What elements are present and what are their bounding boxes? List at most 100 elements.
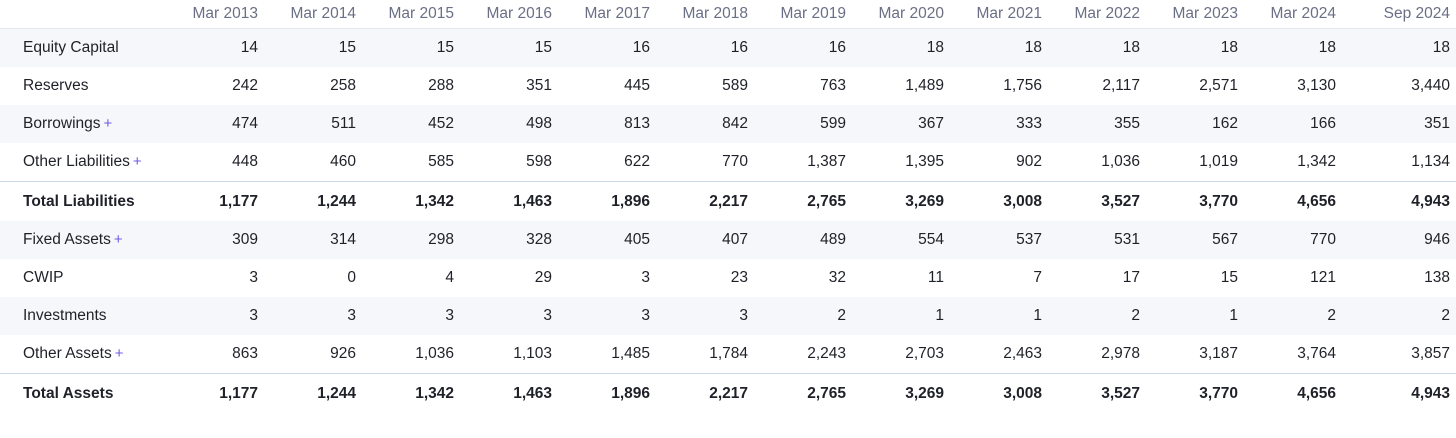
table-row: CWIP 3 0 4 29 3 23 32 11 7 17 15 121 138 <box>0 259 1456 297</box>
value-cell: 242 <box>232 77 258 94</box>
value-cell: 2,765 <box>764 373 862 413</box>
table-total-row: Total Assets 1,177 1,244 1,342 1,463 1,896 2,2… <box>0 373 1456 413</box>
value-cell: 3 <box>470 297 568 335</box>
value-cell: 3 <box>249 269 258 286</box>
value-cell: 23 <box>730 269 748 286</box>
value-cell: 1,784 <box>709 345 748 362</box>
value-cell: 16 <box>764 28 862 67</box>
value-cell: 18 <box>862 28 960 67</box>
value-cell: 1,463 <box>470 181 568 221</box>
value-cell: 1,342 <box>1297 153 1336 170</box>
period-header: Mar 2017 <box>568 0 666 29</box>
value-cell: 1,896 <box>568 373 666 413</box>
value-cell: 1,387 <box>807 153 846 170</box>
row-label-cell: Total Assets <box>0 373 176 413</box>
period-header: Mar 2016 <box>470 0 568 29</box>
value-cell: 138 <box>1424 269 1450 286</box>
row-label: Investments <box>23 307 107 324</box>
period-header: Sep 2024 <box>1352 0 1456 29</box>
value-cell: 474 <box>176 105 274 143</box>
value-cell: 258 <box>330 77 356 94</box>
table-total-row: Total Liabilities 1,177 1,244 1,342 1,463 1,8… <box>0 181 1456 221</box>
value-cell: 17 <box>1122 269 1140 286</box>
value-cell: 328 <box>470 221 568 259</box>
table-row: Other Assets +863 926 1,036 1,103 1,485 1,784 2… <box>0 335 1456 374</box>
value-cell: 367 <box>862 105 960 143</box>
row-label-cell[interactable]: Other Assets + <box>0 335 176 374</box>
value-cell: 3,770 <box>1156 373 1254 413</box>
value-cell: 585 <box>428 153 454 170</box>
value-cell: 2,463 <box>1003 345 1042 362</box>
value-cell: 29 <box>534 269 552 286</box>
value-cell: 2,117 <box>1102 77 1140 94</box>
value-cell: 863 <box>232 345 258 362</box>
value-cell: 0 <box>347 269 356 286</box>
table-body: Equity Capital 14 15 15 15 16 16 16 18 18 18 18 18 18… <box>0 28 1456 413</box>
value-cell: 452 <box>372 105 470 143</box>
value-cell: 15 <box>274 28 372 67</box>
value-cell: 3 <box>176 297 274 335</box>
value-cell: 554 <box>862 221 960 259</box>
value-cell: 770 <box>1254 221 1352 259</box>
value-cell: 1,342 <box>372 373 470 413</box>
value-cell: 1,756 <box>1003 77 1042 94</box>
row-label[interactable]: Other Assets <box>23 345 112 362</box>
value-cell: 407 <box>666 221 764 259</box>
value-cell: 926 <box>330 345 356 362</box>
value-cell: 3,187 <box>1199 345 1238 362</box>
row-label-cell: CWIP <box>0 259 176 297</box>
value-cell: 16 <box>568 28 666 67</box>
row-label-cell[interactable]: Other Liabilities + <box>0 143 176 182</box>
expand-plus-icon[interactable]: + <box>113 231 123 248</box>
value-cell: 2 <box>1352 297 1456 335</box>
value-cell: 4,943 <box>1352 373 1456 413</box>
value-cell: 445 <box>624 77 650 94</box>
value-cell: 842 <box>666 105 764 143</box>
row-label[interactable]: Borrowings <box>23 115 101 132</box>
balance-sheet-table: Mar 2013 Mar 2014 Mar 2015 Mar 2016 Mar 2017… <box>0 0 1456 413</box>
value-cell: 15 <box>1220 269 1238 286</box>
value-cell: 946 <box>1352 221 1456 259</box>
value-cell: 2 <box>1058 297 1156 335</box>
value-cell: 3,269 <box>862 181 960 221</box>
period-header: Mar 2022 <box>1058 0 1156 29</box>
row-label-cell[interactable]: Borrowings + <box>0 105 176 143</box>
value-cell: 18 <box>960 28 1058 67</box>
table-row: Reserves 242 258 288 351 445 589 763 1,489 1,756 2… <box>0 67 1456 105</box>
value-cell: 1,019 <box>1199 153 1238 170</box>
value-cell: 314 <box>274 221 372 259</box>
value-cell: 2,765 <box>764 181 862 221</box>
value-cell: 589 <box>722 77 748 94</box>
value-cell: 1,036 <box>1101 153 1140 170</box>
value-cell: 3 <box>666 297 764 335</box>
value-cell: 18 <box>1156 28 1254 67</box>
table-header-row: Mar 2013 Mar 2014 Mar 2015 Mar 2016 Mar 2017… <box>0 0 1456 29</box>
row-label: CWIP <box>23 269 64 286</box>
value-cell: 448 <box>232 153 258 170</box>
value-cell: 1 <box>960 297 1058 335</box>
table-row: Borrowings +474 511 452 498 813 842 599 367 333 35… <box>0 105 1456 143</box>
value-cell: 355 <box>1058 105 1156 143</box>
period-header: Mar 2015 <box>372 0 470 29</box>
expand-plus-icon[interactable]: + <box>132 153 142 170</box>
expand-plus-icon[interactable]: + <box>103 115 113 132</box>
value-cell: 1,177 <box>176 181 274 221</box>
value-cell: 121 <box>1310 269 1336 286</box>
value-cell: 3,130 <box>1297 77 1336 94</box>
value-cell: 15 <box>372 28 470 67</box>
header-label-cell <box>0 0 176 29</box>
value-cell: 902 <box>1016 153 1042 170</box>
row-label-cell: Equity Capital <box>0 28 176 67</box>
expand-plus-icon[interactable]: + <box>114 345 124 362</box>
value-cell: 333 <box>960 105 1058 143</box>
row-label[interactable]: Other Liabilities <box>23 153 130 170</box>
value-cell: 770 <box>722 153 748 170</box>
value-cell: 16 <box>666 28 764 67</box>
table-row: Other Liabilities +448 460 585 598 622 770 1,38… <box>0 143 1456 182</box>
value-cell: 2,571 <box>1199 77 1238 94</box>
value-cell: 298 <box>372 221 470 259</box>
row-label-cell[interactable]: Fixed Assets + <box>0 221 176 259</box>
row-label[interactable]: Fixed Assets <box>23 231 111 248</box>
value-cell: 166 <box>1254 105 1352 143</box>
row-label-cell: Reserves <box>0 67 176 105</box>
